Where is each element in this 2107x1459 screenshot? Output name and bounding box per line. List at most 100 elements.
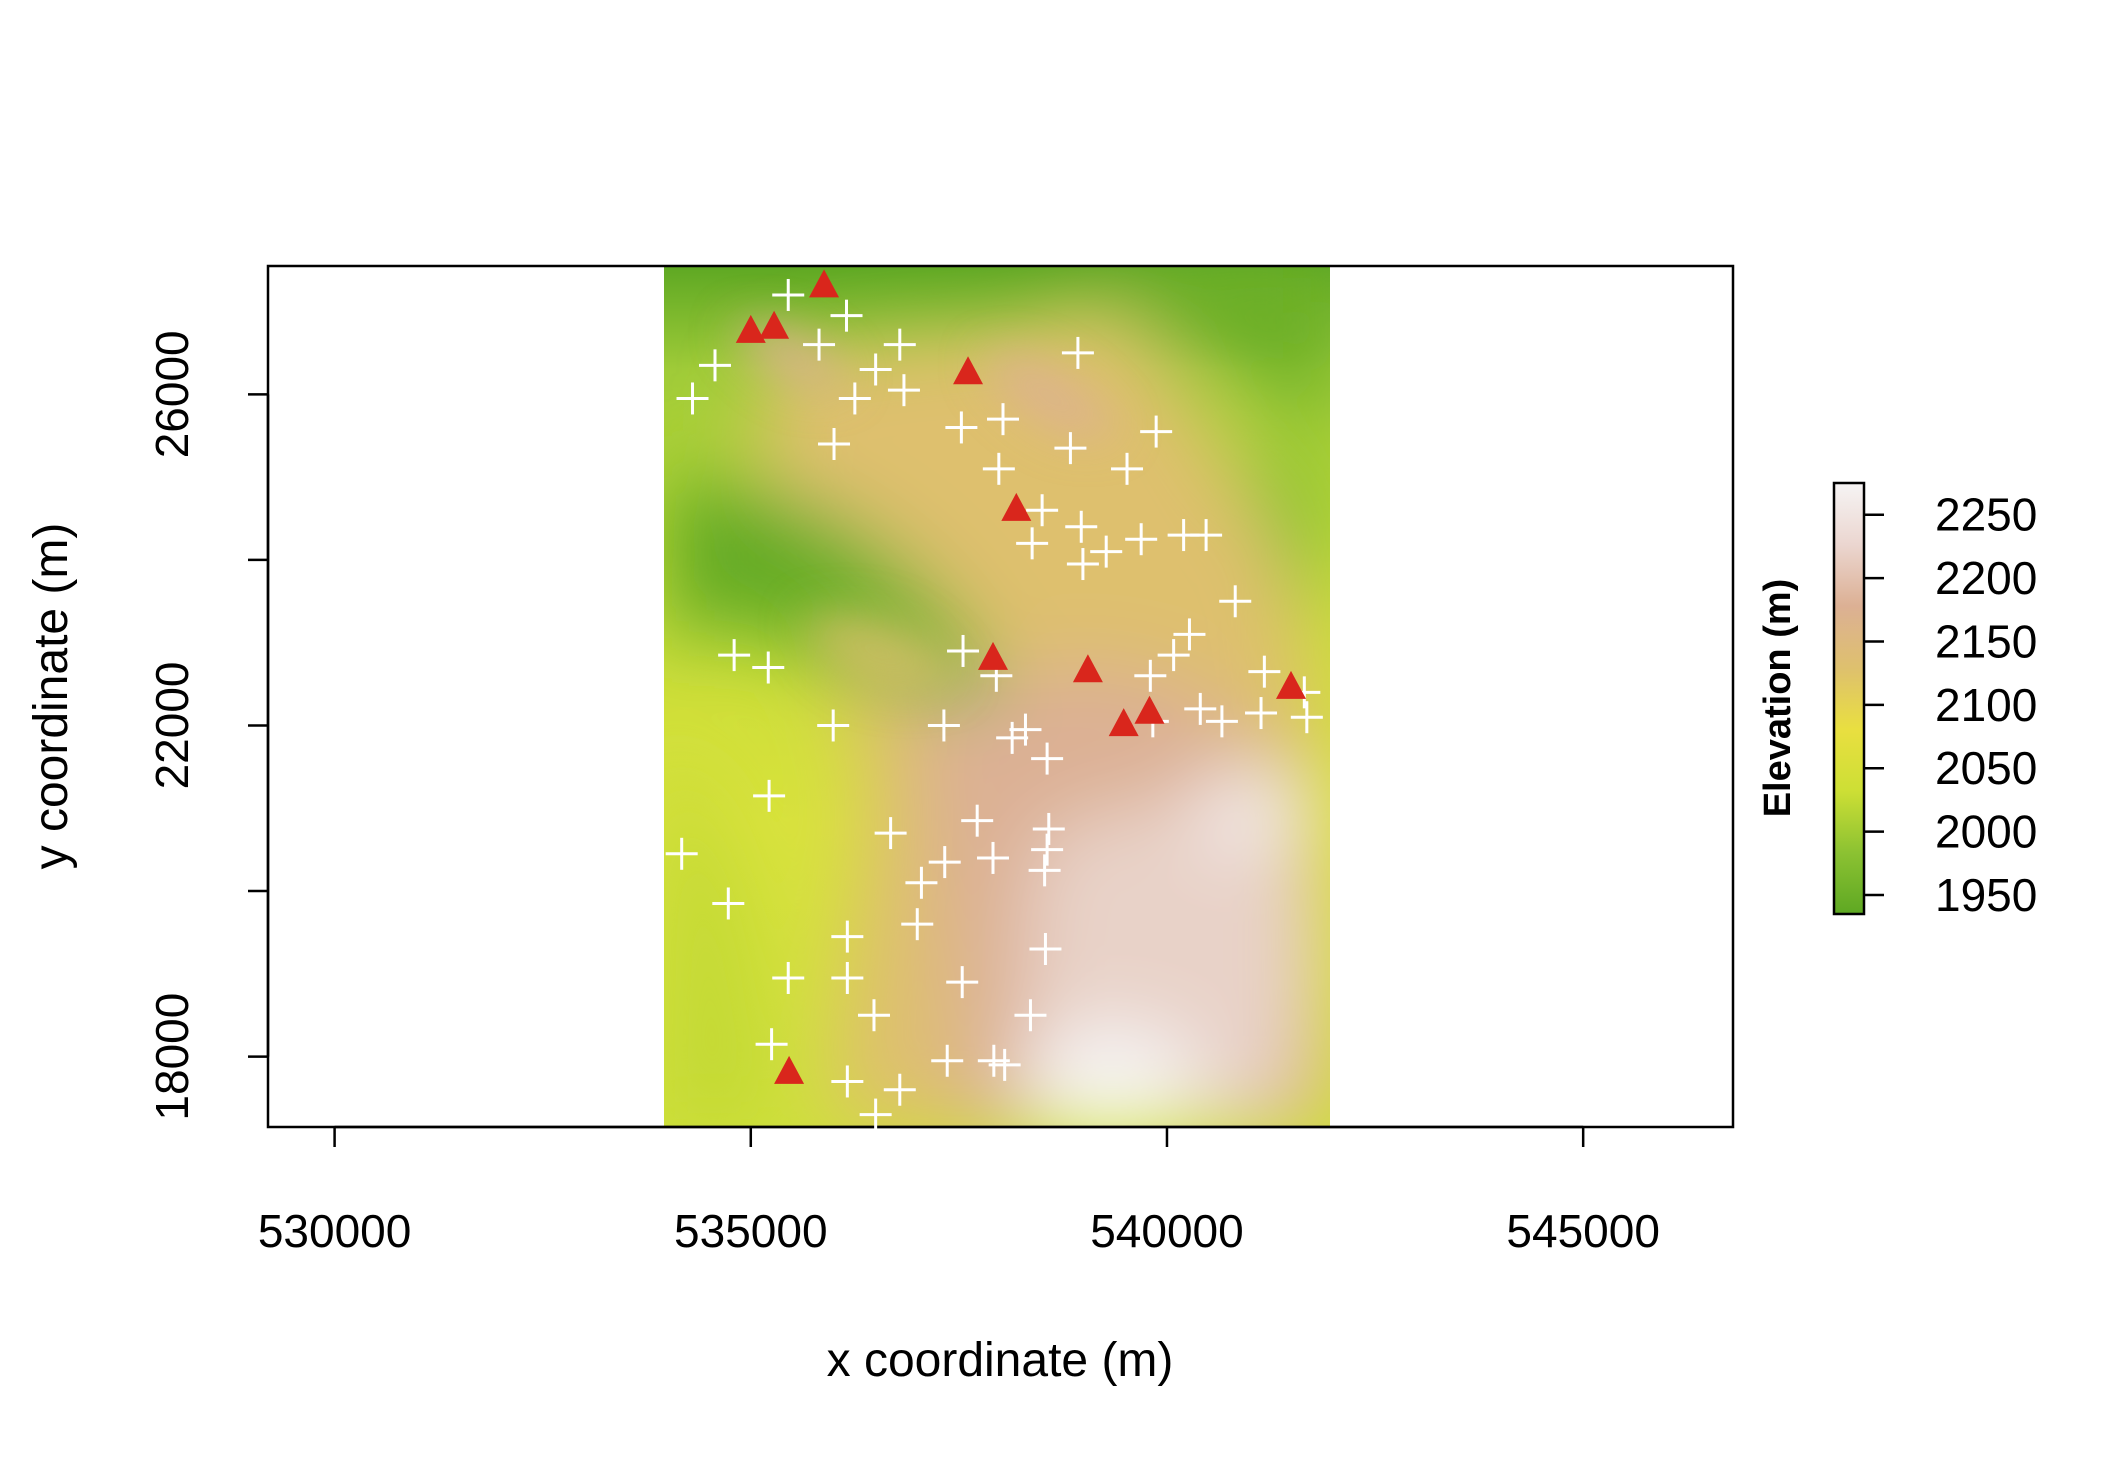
- sample-point-cross: [676, 382, 709, 415]
- sample-point-cross: [1184, 692, 1217, 725]
- sample-point-triangle: [978, 641, 1009, 670]
- sample-point-cross: [1190, 519, 1223, 552]
- y-tick-label: 26000: [146, 330, 198, 458]
- sample-point-cross: [1016, 527, 1049, 560]
- sample-point-cross: [977, 841, 1010, 874]
- points-layer: [665, 269, 1323, 1131]
- sample-point-triangle: [1108, 708, 1139, 737]
- sample-point-triangle: [735, 314, 766, 343]
- legend: 1950 2000 2050 2100 2150 2200 2250 Elevation (…: [1757, 481, 2037, 921]
- legend-title: Elevation (m): [1757, 579, 1799, 818]
- sample-point-cross: [996, 721, 1029, 754]
- sample-point-cross: [772, 961, 805, 994]
- sample-point-cross: [901, 908, 934, 941]
- sample-point-cross: [1157, 639, 1190, 672]
- sample-point-cross: [1009, 713, 1042, 746]
- x-tick-label: 530000: [258, 1205, 412, 1257]
- sample-point-cross: [1031, 742, 1064, 775]
- y-tick-label: 22000: [146, 662, 198, 790]
- sample-point-cross: [1290, 701, 1323, 734]
- sample-point-triangle: [1072, 654, 1103, 683]
- sample-point-cross: [883, 1073, 916, 1106]
- sample-point-cross: [1140, 415, 1173, 448]
- legend-tick-label: 1950: [1935, 869, 2037, 921]
- x-axis-title: x coordinate (m): [827, 1334, 1174, 1387]
- sample-point-cross: [1125, 523, 1158, 556]
- sample-point-cross: [755, 1028, 788, 1061]
- sample-point-cross: [831, 961, 864, 994]
- sample-point-cross: [1061, 336, 1094, 369]
- sample-point-cross: [1026, 494, 1059, 527]
- sample-point-cross: [1014, 999, 1047, 1032]
- sample-point-cross: [859, 353, 892, 386]
- sample-point-cross: [1219, 585, 1252, 618]
- y-axis: 18000 22000 26000: [146, 330, 270, 1121]
- sample-point-cross: [988, 1048, 1021, 1081]
- sample-point-cross: [883, 328, 916, 361]
- y-axis-title: y coordinate (m): [25, 523, 78, 870]
- sample-point-cross: [818, 427, 851, 460]
- sample-point-cross: [752, 651, 785, 684]
- sample-point-cross: [928, 846, 961, 879]
- sample-point-triangle: [774, 1055, 805, 1084]
- sample-point-cross: [931, 1044, 964, 1077]
- sample-point-cross: [830, 299, 863, 332]
- sample-point-cross: [698, 349, 731, 382]
- sample-point-cross: [986, 403, 1019, 436]
- x-tick-label: 540000: [1090, 1205, 1244, 1257]
- sample-point-cross: [982, 452, 1015, 485]
- sample-point-cross: [1054, 432, 1087, 465]
- legend-tick-label: 2150: [1935, 615, 2037, 667]
- x-axis: 530000 535000 540000 545000: [258, 1125, 1660, 1257]
- sample-point-cross: [1173, 618, 1206, 651]
- sample-point-cross: [946, 966, 979, 999]
- sample-point-cross: [803, 328, 836, 361]
- legend-tick-label: 2100: [1935, 679, 2037, 731]
- sample-point-cross: [718, 639, 751, 672]
- elevation-raster: [664, 266, 1330, 1127]
- legend-tick-label: 2000: [1935, 806, 2037, 858]
- sample-point-cross: [831, 1065, 864, 1098]
- sample-point-cross: [1134, 659, 1167, 692]
- sample-point-cross: [874, 817, 907, 850]
- sample-point-cross: [857, 999, 890, 1032]
- sample-point-cross: [838, 382, 871, 415]
- sample-point-cross: [1028, 854, 1061, 887]
- x-tick-label: 535000: [674, 1205, 828, 1257]
- y-tick-label: 18000: [146, 993, 198, 1121]
- sample-point-cross: [1245, 697, 1278, 730]
- sample-point-cross: [712, 887, 745, 920]
- sample-point-triangle: [953, 356, 984, 385]
- sample-point-cross: [1031, 833, 1064, 866]
- sample-point-cross: [945, 411, 978, 444]
- legend-tick-label: 2200: [1935, 552, 2037, 604]
- legend-tick-label: 2050: [1935, 742, 2037, 794]
- sample-point-triangle: [1276, 670, 1307, 699]
- sample-point-cross: [1111, 452, 1144, 485]
- sample-point-cross: [1066, 548, 1099, 581]
- sample-point-cross: [1029, 933, 1062, 966]
- sample-point-triangle: [809, 269, 840, 298]
- sample-point-cross: [831, 920, 864, 953]
- legend-tick-label: 2250: [1935, 489, 2037, 541]
- sample-point-cross: [947, 634, 980, 667]
- sample-point-cross: [1032, 812, 1065, 845]
- sample-point-cross: [1090, 535, 1123, 568]
- sample-point-cross: [961, 804, 994, 837]
- sample-point-cross: [887, 374, 920, 407]
- legend-ticks: 1950 2000 2050 2100 2150 2200 2250: [1864, 489, 2037, 921]
- sample-point-triangle: [1134, 695, 1165, 724]
- sample-point-cross: [1065, 510, 1098, 543]
- sample-point-cross: [665, 837, 698, 870]
- sample-point-cross: [927, 709, 960, 742]
- legend-colorbar: [1832, 481, 1866, 916]
- sample-point-cross: [817, 709, 850, 742]
- sample-point-triangle: [1001, 492, 1032, 521]
- sample-point-cross: [1248, 655, 1281, 688]
- sample-point-cross: [772, 278, 805, 311]
- sample-point-triangle: [759, 310, 790, 339]
- x-tick-label: 545000: [1506, 1205, 1660, 1257]
- sample-point-cross: [905, 866, 938, 899]
- sample-point-cross: [859, 1098, 892, 1131]
